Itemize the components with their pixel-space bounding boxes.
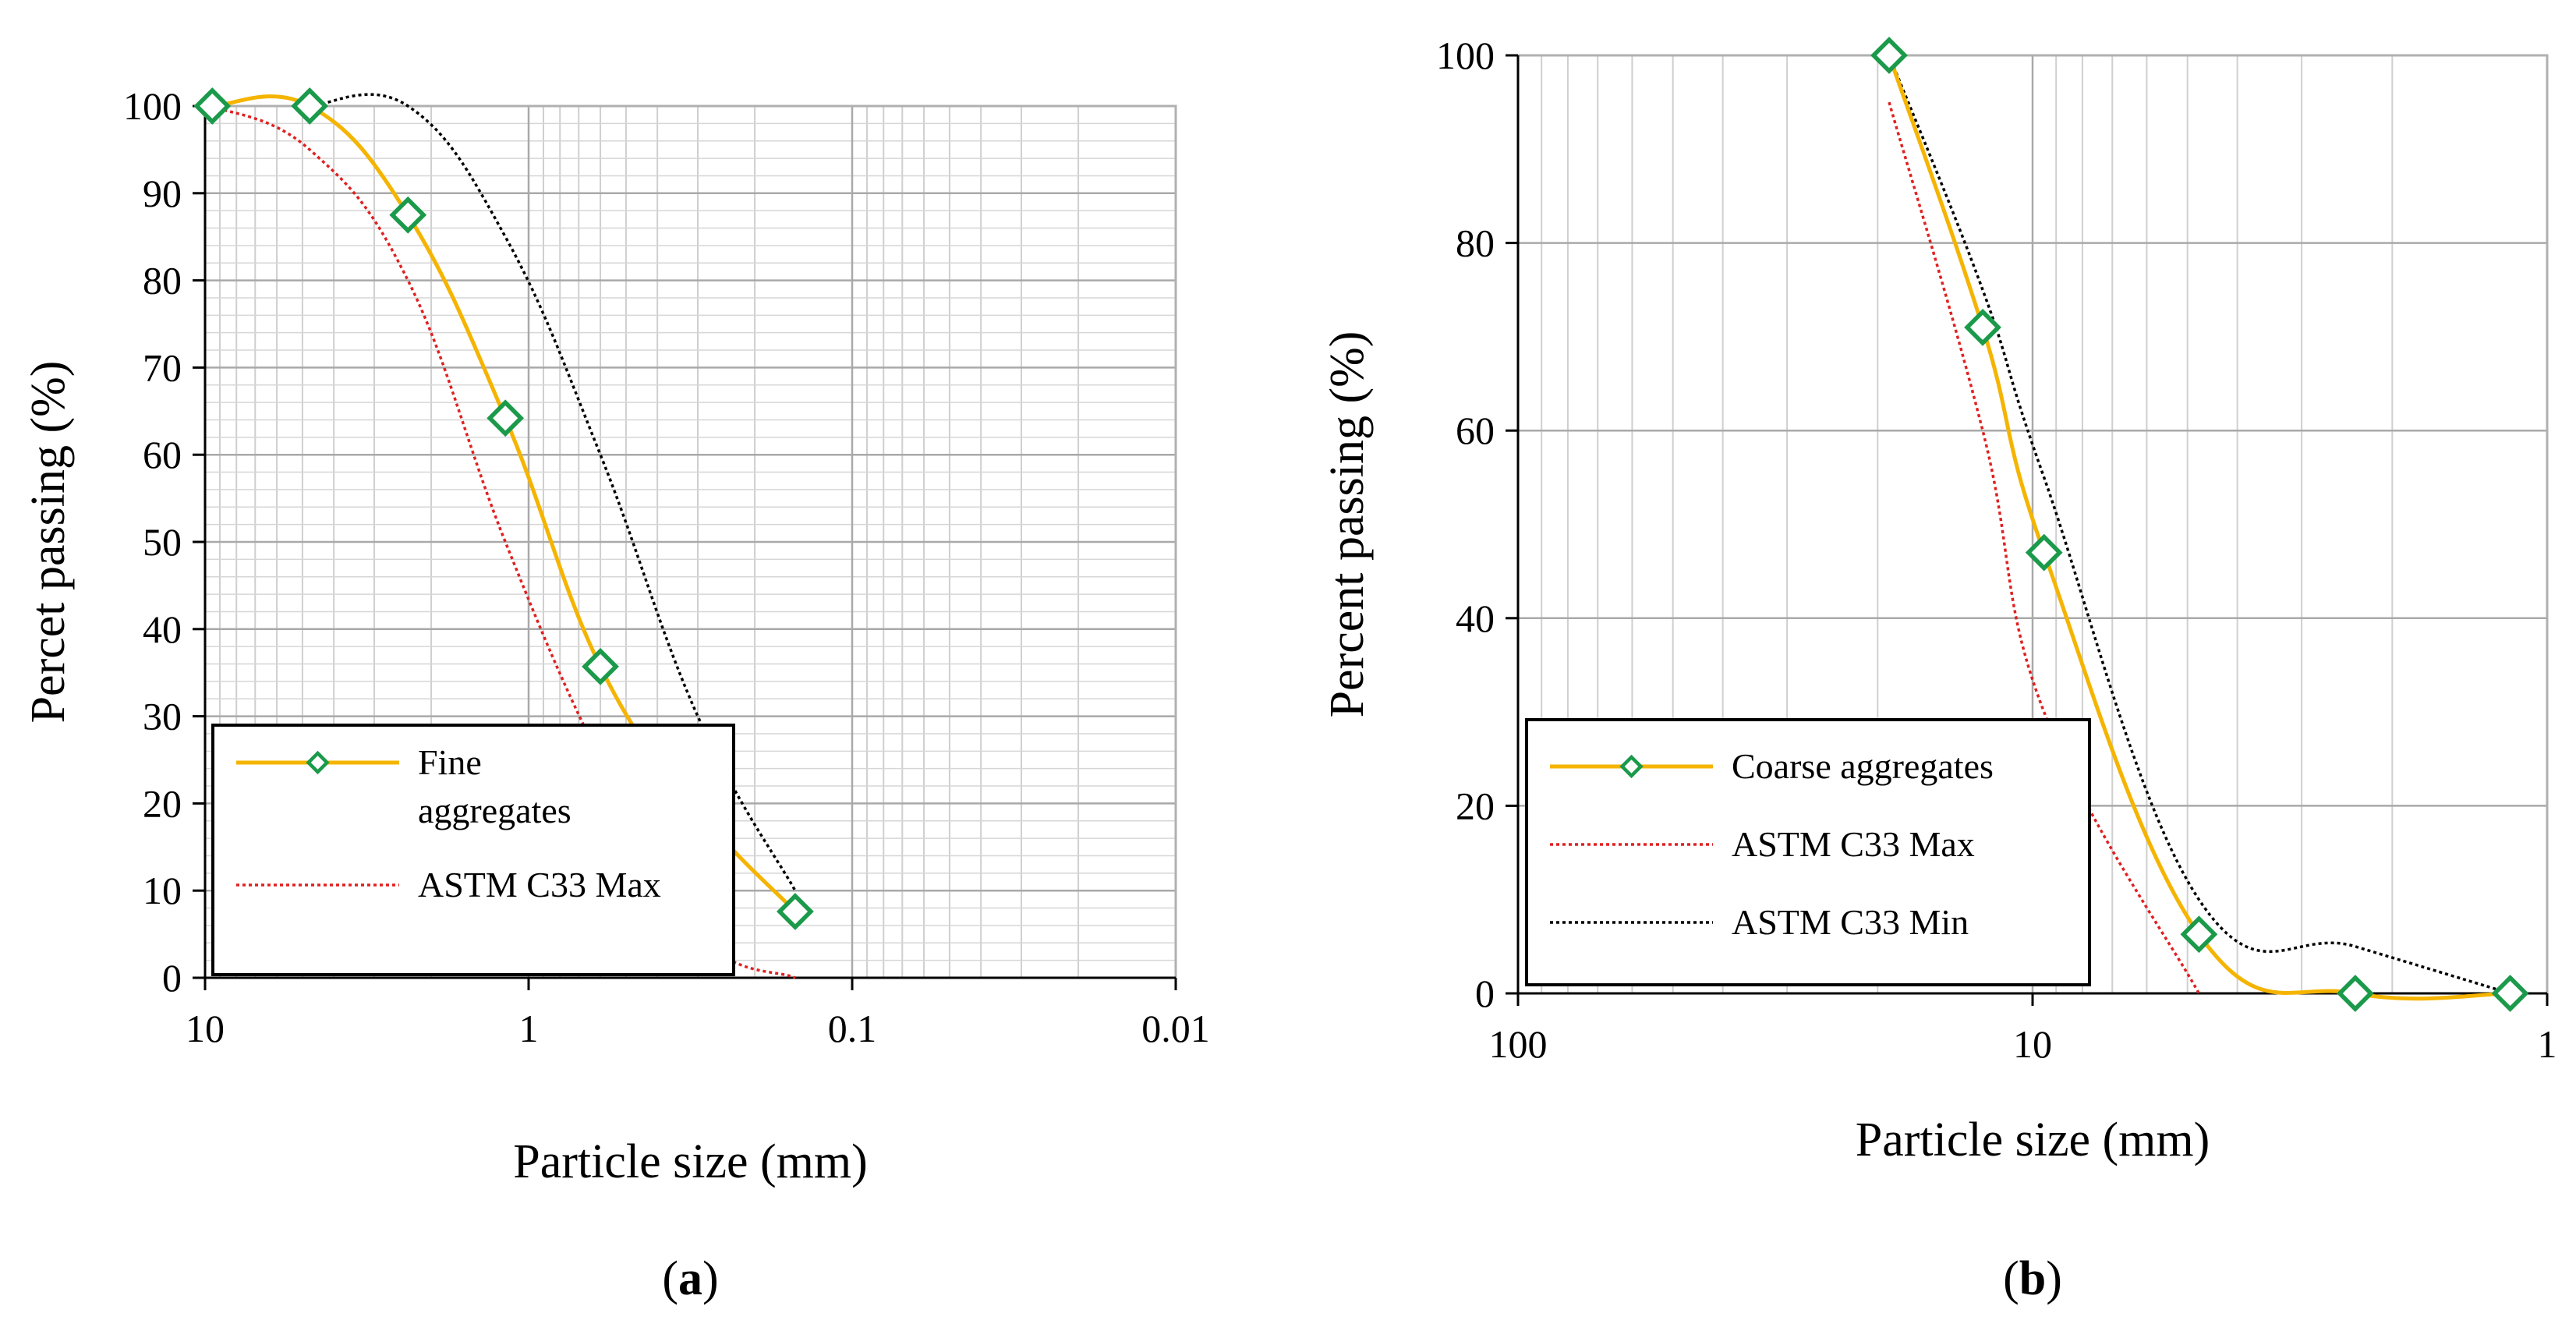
y-tick-label: 40 bbox=[1456, 596, 1495, 640]
x-tick-label: 10 bbox=[186, 1007, 225, 1050]
y-tick-label: 60 bbox=[143, 433, 182, 476]
legend-label: ASTM C33 Max bbox=[418, 865, 661, 904]
x-tick-label: 0.1 bbox=[828, 1007, 877, 1050]
x-axis-title: Particle size (mm) bbox=[1856, 1113, 2210, 1166]
y-axis-title: Percent passing (%) bbox=[1321, 331, 1374, 718]
y-tick-label: 0 bbox=[1475, 972, 1495, 1015]
panel-label-letter: a bbox=[678, 1252, 702, 1305]
data-point-marker bbox=[193, 87, 232, 125]
legend-label: Fine aggregates bbox=[418, 742, 571, 830]
panel-label-open: ( bbox=[2003, 1252, 2019, 1305]
data-point-marker bbox=[2025, 533, 2063, 572]
chart-panel-b: 0 20 40 60 80 100 100 10 1 Particle size (mm) Perc… bbox=[1321, 34, 2557, 1305]
panel-label-close: ) bbox=[2046, 1252, 2062, 1305]
data-point-marker bbox=[2491, 975, 2529, 1012]
x-tick-label: 1 bbox=[519, 1007, 539, 1050]
data-point-marker bbox=[777, 893, 814, 930]
x-tick-label: 1 bbox=[2538, 1022, 2557, 1066]
legend-label: ASTM C33 Max bbox=[1732, 824, 1975, 864]
data-point-marker bbox=[2336, 975, 2374, 1012]
data-point-marker bbox=[291, 87, 329, 125]
legend: Fine aggregates ASTM C33 Max bbox=[211, 724, 735, 976]
legend-box bbox=[1525, 718, 2091, 986]
x-axis-title: Particle size (mm) bbox=[513, 1135, 868, 1188]
y-tick-label: 40 bbox=[143, 607, 182, 651]
legend-label-line: aggregates bbox=[418, 791, 571, 830]
y-tick-label: 10 bbox=[143, 869, 182, 912]
legend-label: Coarse aggregates bbox=[1732, 746, 1994, 786]
legend-label: ASTM C33 Min bbox=[1732, 902, 1969, 942]
panel-label-open: ( bbox=[662, 1252, 678, 1305]
data-point-marker bbox=[1964, 308, 2001, 346]
legend-marker bbox=[1619, 754, 1644, 779]
y-axis-title: Percet passing (%) bbox=[22, 361, 75, 724]
x-tick-label: 100 bbox=[1489, 1022, 1548, 1066]
x-tick-label: 10 bbox=[2013, 1022, 2052, 1066]
legend-marker bbox=[306, 750, 330, 775]
y-tick-label: 90 bbox=[143, 172, 182, 215]
y-tick-label: 0 bbox=[162, 956, 182, 1000]
y-tick-label: 60 bbox=[1456, 409, 1495, 452]
series-line-astm-c33-max bbox=[211, 104, 796, 979]
grid-lines bbox=[1516, 54, 2549, 995]
data-point-marker bbox=[487, 399, 525, 437]
data-point-marker bbox=[2180, 915, 2218, 954]
data-point-marker bbox=[389, 196, 427, 234]
panel-label-letter: b bbox=[2019, 1252, 2046, 1305]
y-tick-label: 30 bbox=[143, 695, 182, 738]
legend-label-line: Fine bbox=[418, 742, 482, 782]
y-tick-label: 80 bbox=[143, 259, 182, 303]
panel-label: (a) bbox=[662, 1252, 718, 1305]
y-tick-label: 70 bbox=[143, 345, 182, 389]
data-point-marker bbox=[582, 647, 619, 685]
data-point-marker bbox=[1870, 37, 1908, 74]
tick-labels: 0 20 40 60 80 100 100 10 1 bbox=[1436, 34, 2557, 1066]
panel-label: (b) bbox=[2003, 1252, 2062, 1305]
y-tick-label: 20 bbox=[1456, 784, 1495, 827]
series-line-astm-c33-max bbox=[1888, 101, 2200, 994]
y-tick-label: 20 bbox=[143, 781, 182, 825]
y-tick-label: 50 bbox=[143, 520, 182, 564]
legend: Coarse aggregates ASTM C33 Max ASTM C33 Mi… bbox=[1525, 718, 2091, 986]
series-group bbox=[1870, 37, 2529, 1012]
legend-box bbox=[211, 724, 735, 976]
x-tick-label: 0.01 bbox=[1141, 1007, 1210, 1050]
y-tick-label: 100 bbox=[123, 84, 182, 128]
series-line-astm-c33-min bbox=[1888, 55, 2511, 995]
y-tick-label: 100 bbox=[1436, 34, 1495, 77]
y-tick-label: 80 bbox=[1456, 221, 1495, 265]
panel-label-close: ) bbox=[702, 1252, 719, 1305]
